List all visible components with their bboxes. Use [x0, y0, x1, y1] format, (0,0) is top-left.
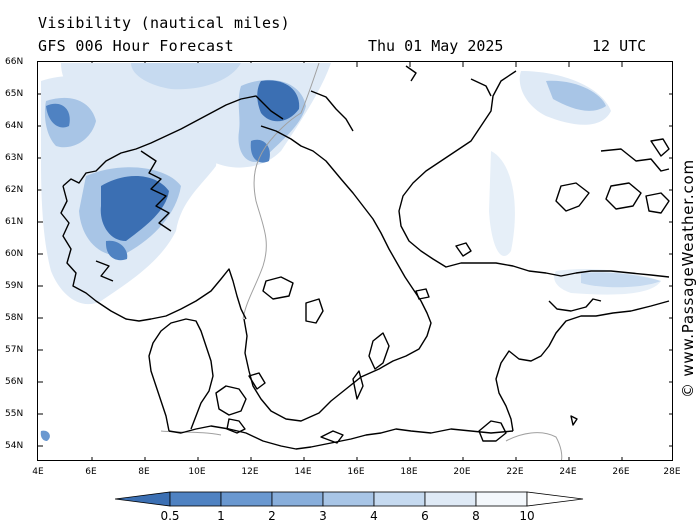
- lon-label-6e: 6E: [85, 467, 97, 477]
- fog-core-norway: [100, 175, 169, 241]
- map-canvas: [38, 62, 672, 460]
- forecast-subtitle: GFS 006 Hour Forecast: [38, 37, 234, 55]
- legend-label-4: 4: [370, 509, 378, 523]
- legend-label-1: 1: [217, 509, 225, 523]
- lon-label-4e: 4E: [32, 467, 44, 477]
- visibility-map[interactable]: [37, 61, 673, 461]
- legend-swatch-2: [220, 491, 273, 507]
- lat-label-54n: 54N: [5, 441, 24, 451]
- lat-ticks: [38, 93, 672, 447]
- lat-label-64n: 64N: [5, 121, 24, 131]
- fog-core-coast: [46, 103, 70, 128]
- fog-core-north2: [250, 139, 270, 163]
- watermark: © www.PassageWeather.com: [679, 159, 697, 398]
- fog-mid-gulf: [581, 272, 661, 288]
- legend-colorbar: [114, 491, 584, 507]
- forecast-hour: 12 UTC: [592, 37, 647, 55]
- lat-label-61n: 61N: [5, 217, 24, 227]
- lat-label-66n: 66N: [5, 57, 24, 67]
- fog-core-north: [257, 80, 300, 122]
- lon-label-8e: 8E: [138, 467, 150, 477]
- legend-swatch-8: [526, 491, 584, 507]
- lon-label-28e: 28E: [663, 467, 681, 477]
- lat-label-57n: 57N: [5, 345, 24, 355]
- legend-label-2: 2: [268, 509, 276, 523]
- lat-label-56n: 56N: [5, 377, 24, 387]
- legend-swatch-3: [271, 491, 324, 507]
- coastlines: [60, 65, 670, 450]
- legend-swatch-0: [114, 491, 171, 507]
- legend-label-0-5: 0.5: [160, 509, 180, 523]
- legend-swatch-6: [424, 491, 477, 507]
- lon-label-14e: 14E: [294, 467, 312, 477]
- lon-label-10e: 10E: [188, 467, 206, 477]
- lon-label-20e: 20E: [453, 467, 471, 477]
- fog-area-baltic-east: [489, 151, 515, 257]
- lat-label-59n: 59N: [5, 281, 24, 291]
- lon-label-26e: 26E: [612, 467, 630, 477]
- legend-swatch-1: [169, 491, 222, 507]
- legend-swatch-5: [373, 491, 426, 507]
- map-title: Visibility (nautical miles): [38, 14, 290, 32]
- lat-label-62n: 62N: [5, 185, 24, 195]
- legend-swatch-4: [322, 491, 375, 507]
- lon-label-12e: 12E: [241, 467, 259, 477]
- fog-mid-finland: [546, 80, 606, 111]
- fog-mid-top: [131, 63, 241, 90]
- lat-label-55n: 55N: [5, 409, 24, 419]
- lat-label-65n: 65N: [5, 89, 24, 99]
- lat-label-60n: 60N: [5, 249, 24, 259]
- legend-label-8: 8: [472, 509, 480, 523]
- legend-label-6: 6: [421, 509, 429, 523]
- country-borders: [160, 62, 563, 460]
- fog-core-small: [40, 430, 50, 441]
- forecast-date: Thu 01 May 2025: [368, 37, 504, 55]
- legend-label-10: 10: [519, 509, 535, 523]
- legend: 0.5 1 2 3 4 6 8 10: [114, 490, 585, 525]
- lat-label-58n: 58N: [5, 313, 24, 323]
- lon-label-18e: 18E: [400, 467, 418, 477]
- legend-swatch-7: [475, 491, 528, 507]
- lon-label-22e: 22E: [506, 467, 524, 477]
- lon-label-24e: 24E: [559, 467, 577, 477]
- lat-label-63n: 63N: [5, 153, 24, 163]
- legend-label-3: 3: [319, 509, 327, 523]
- fog-core-norway2: [105, 240, 128, 261]
- lon-label-16e: 16E: [347, 467, 365, 477]
